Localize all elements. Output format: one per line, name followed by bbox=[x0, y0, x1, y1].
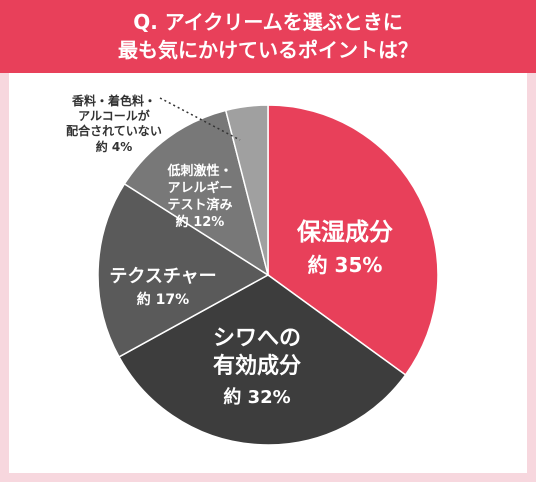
slice-label-2-line-1: シワへの bbox=[213, 326, 301, 351]
slice-label-4-line-1: 低刺激性・ bbox=[166, 163, 232, 179]
slice-label-5-line-3: 配合されていない bbox=[66, 123, 162, 138]
pie-slices bbox=[97, 104, 439, 446]
question-line-2: 最も気にかけているポイントは？ bbox=[118, 38, 418, 62]
slice-label-4-line-3: テスト済み bbox=[167, 197, 232, 213]
slice-label-3-line-1: テクスチャー bbox=[109, 266, 216, 287]
slice-value-4: 約 12% bbox=[176, 214, 225, 230]
pie-slice-1 bbox=[267, 104, 439, 376]
slice-label-2-line-2: 有効成分 bbox=[213, 353, 301, 379]
slice-label-5-line-1: 香料・着色料・ bbox=[71, 93, 156, 108]
slice-label-5-line-2: アルコールが bbox=[78, 108, 150, 123]
pie-slice-2 bbox=[118, 274, 407, 446]
pie-slice-3 bbox=[97, 182, 270, 358]
slice-label-4-line-2: アレルギー bbox=[167, 180, 232, 196]
pie-slice-5 bbox=[224, 104, 269, 276]
slice-value-1: 約 35% bbox=[308, 253, 383, 277]
slice-value-2: 約 32% bbox=[223, 386, 290, 408]
pie-slice-4 bbox=[123, 109, 270, 277]
leader-lines bbox=[159, 97, 241, 141]
leader-line-small-slice bbox=[159, 97, 241, 141]
slice-label-1-line-1: 保湿成分 bbox=[296, 218, 393, 246]
question-banner: Q. アイクリームを選ぶときに 最も気にかけているポイントは？ bbox=[0, 0, 536, 73]
question-line-1: Q. アイクリームを選ぶときに bbox=[133, 10, 403, 34]
slice-value-3: 約 17% bbox=[137, 291, 189, 308]
slice-value-5: 約 4% bbox=[96, 139, 133, 154]
